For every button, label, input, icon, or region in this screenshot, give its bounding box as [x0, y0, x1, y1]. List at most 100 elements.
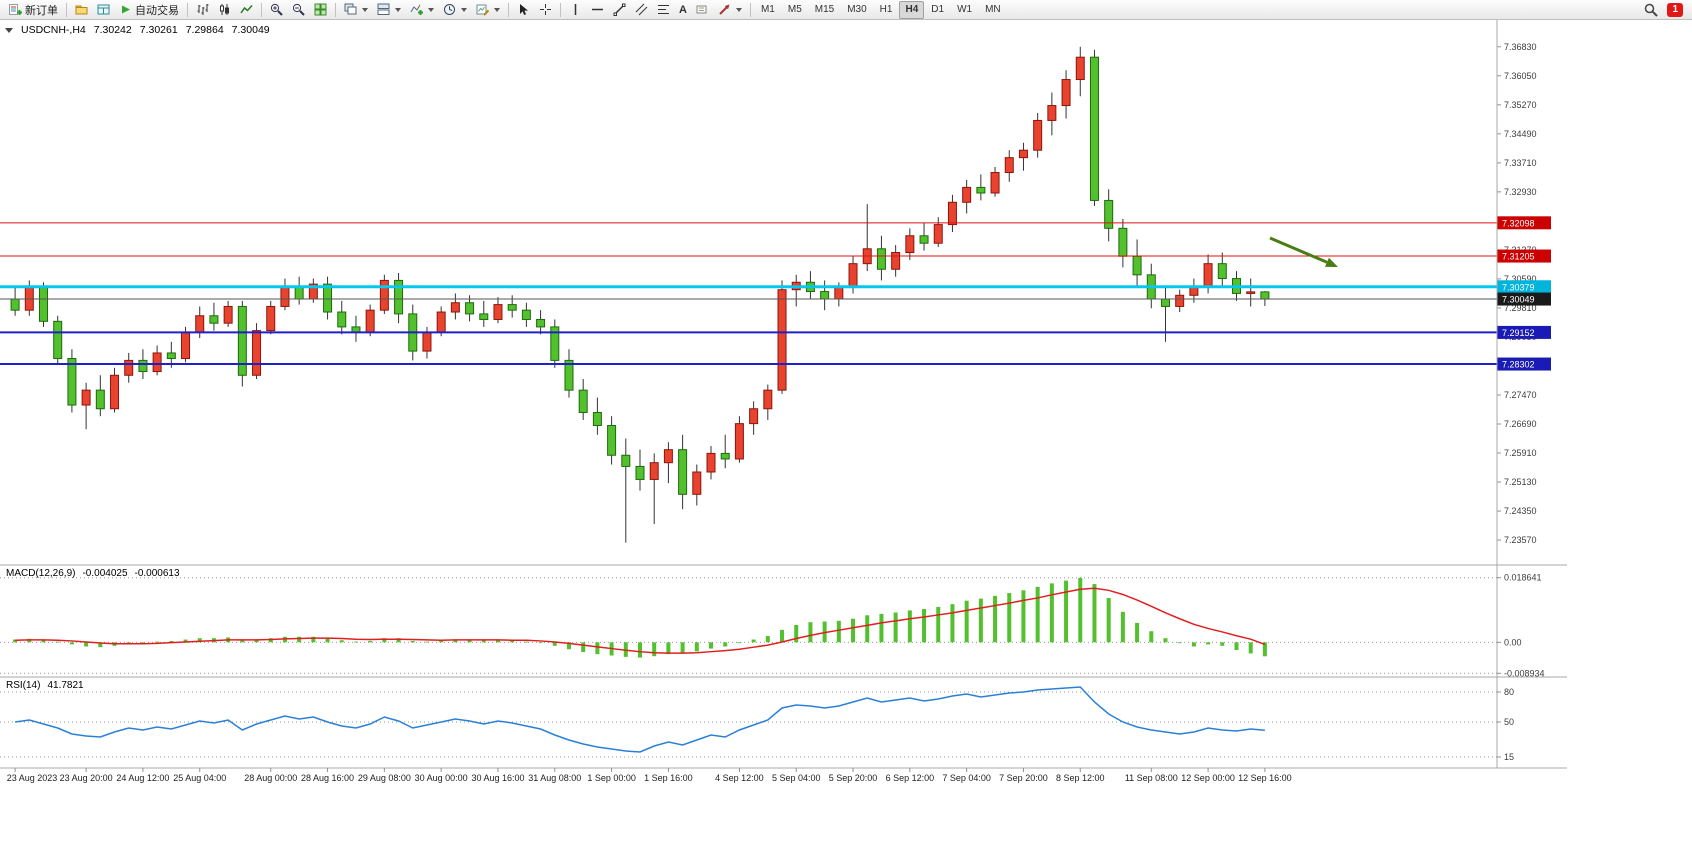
svg-text:5 Sep 20:00: 5 Sep 20:00 [829, 773, 878, 783]
trendline-tool-button[interactable] [609, 0, 630, 20]
zoom-out-icon [292, 3, 305, 16]
rsi-title: RSI(14) [6, 680, 41, 691]
bar-chart-button[interactable] [192, 0, 213, 20]
macd-main-value: -0.004025 [82, 568, 128, 579]
svg-text:-0.008934: -0.008934 [1504, 668, 1545, 678]
timeframe-button-h4[interactable]: H4 [899, 0, 925, 19]
dropdown-caret-icon [735, 7, 742, 12]
svg-text:11 Sep 08:00: 11 Sep 08:00 [1125, 773, 1178, 783]
dropdown-caret-icon [461, 7, 467, 12]
timeframe-button-m5[interactable]: M5 [787, 3, 802, 15]
crosshair-tool-button[interactable] [535, 0, 556, 20]
candlestick-chart-button[interactable] [214, 0, 235, 20]
timeframe-button-m30[interactable]: M30 [847, 3, 867, 15]
autotrade-icon [119, 3, 132, 16]
svg-text:30 Aug 16:00: 30 Aug 16:00 [471, 773, 524, 783]
toolbar-separator [560, 2, 561, 17]
timeframe-button-m15[interactable]: M15 [814, 3, 835, 15]
zoom-in-icon [270, 3, 283, 16]
label-tool-button[interactable] [692, 0, 713, 20]
period-button[interactable] [439, 0, 471, 20]
new-order-button[interactable]: 新订单 [5, 0, 62, 20]
svg-text:7.23570: 7.23570 [1504, 535, 1537, 545]
zoom-out-button[interactable] [288, 0, 309, 20]
macd-title: MACD(12,26,9) [6, 568, 76, 579]
svg-text:4 Sep 12:00: 4 Sep 12:00 [715, 773, 764, 783]
svg-text:7.32930: 7.32930 [1504, 187, 1537, 197]
svg-text:7.25130: 7.25130 [1504, 477, 1537, 487]
svg-text:28 Aug 16:00: 28 Aug 16:00 [301, 773, 354, 783]
chart-symbol-label: USDCNH-,H4 [21, 24, 86, 36]
zoom-in-button[interactable] [266, 0, 287, 20]
crosshair-icon [539, 3, 552, 16]
profiles-button[interactable] [71, 0, 92, 20]
toolbar: 新订单 自动交易 [0, 0, 1692, 20]
svg-text:23 Aug 20:00: 23 Aug 20:00 [60, 773, 113, 783]
svg-text:15: 15 [1504, 752, 1514, 762]
timeframe-button-w1[interactable]: W1 [957, 3, 973, 15]
svg-text:7.29810: 7.29810 [1504, 303, 1537, 313]
line-chart-button[interactable] [236, 0, 257, 20]
svg-text:7.27470: 7.27470 [1504, 390, 1537, 400]
price-chart-svg[interactable]: 7.36830 7.36050 7.35270 7.34490 7.33710 7.329… [0, 20, 1570, 784]
cursor-tool-button[interactable] [513, 0, 534, 20]
timeframe-button-mn[interactable]: MN [985, 3, 1001, 15]
svg-text:7.32098: 7.32098 [1502, 218, 1535, 228]
svg-text:7.36050: 7.36050 [1504, 71, 1537, 81]
svg-text:7.30049: 7.30049 [1502, 295, 1535, 305]
svg-text:7.30379: 7.30379 [1502, 282, 1535, 292]
chart-window[interactable]: 7.36830 7.36050 7.35270 7.34490 7.33710 7.329… [0, 20, 1570, 784]
ohlc-high: 7.30261 [139, 24, 178, 36]
text-tool-button[interactable]: A [675, 0, 691, 20]
notification-badge[interactable]: 1 [1667, 2, 1683, 17]
cascade-windows-icon [344, 3, 357, 16]
ohlc-low: 7.29864 [185, 24, 224, 36]
vertical-line-tool-button[interactable] [565, 0, 586, 20]
svg-text:50: 50 [1504, 717, 1514, 727]
autotrade-button[interactable]: 自动交易 [115, 0, 183, 20]
svg-text:23 Aug 2023: 23 Aug 2023 [7, 773, 58, 783]
search-icon [1644, 3, 1659, 17]
svg-text:5 Sep 04:00: 5 Sep 04:00 [772, 773, 821, 783]
svg-text:12 Sep 00:00: 12 Sep 00:00 [1181, 773, 1235, 783]
svg-text:7.24350: 7.24350 [1504, 506, 1537, 516]
templates-button[interactable] [472, 0, 504, 20]
indicators-icon [410, 3, 423, 16]
tile-windows-button[interactable] [310, 0, 331, 20]
svg-text:7.28302: 7.28302 [1502, 360, 1535, 370]
timeframe-button-m1[interactable]: M1 [760, 3, 775, 15]
timeframe-button-d1[interactable]: D1 [931, 3, 945, 15]
data-window-button[interactable] [93, 0, 114, 20]
svg-text:7 Sep 20:00: 7 Sep 20:00 [999, 773, 1048, 783]
vertical-line-icon [569, 3, 582, 16]
svg-text:7.33710: 7.33710 [1504, 158, 1537, 168]
rsi-panel-label: RSI(14) 41.7821 [6, 680, 84, 691]
channel-tool-button[interactable] [631, 0, 652, 20]
templates-icon [476, 3, 489, 16]
toolbar-separator [508, 2, 509, 17]
toolbar-separator [187, 2, 188, 17]
svg-text:0.018641: 0.018641 [1504, 573, 1542, 583]
arrange-windows-icon [377, 3, 390, 16]
shapes-tool-button[interactable] [714, 0, 746, 20]
timeframe-button-h1[interactable]: H1 [879, 3, 893, 15]
svg-text:6 Sep 12:00: 6 Sep 12:00 [886, 773, 935, 783]
macd-signal-value: -0.000613 [134, 568, 180, 579]
ohlc-close: 7.30049 [231, 24, 270, 36]
fibonacci-tool-button[interactable] [653, 0, 674, 20]
collapse-chart-icon[interactable] [5, 27, 13, 33]
text-icon: A [679, 3, 687, 16]
arrange-windows-button[interactable] [373, 0, 405, 20]
indicators-button[interactable] [406, 0, 438, 20]
svg-text:0.00: 0.00 [1504, 637, 1522, 647]
cascade-windows-button[interactable] [340, 0, 372, 20]
toolbar-separator [66, 2, 67, 17]
search-button[interactable] [1640, 0, 1662, 20]
svg-text:80: 80 [1504, 687, 1514, 697]
svg-text:7.35270: 7.35270 [1504, 100, 1537, 110]
ohlc-open: 7.30242 [93, 24, 132, 36]
horizontal-line-icon [591, 3, 604, 16]
svg-text:7.36830: 7.36830 [1504, 42, 1537, 52]
macd-panel-label: MACD(12,26,9) -0.004025 -0.000613 [6, 568, 180, 579]
horizontal-line-tool-button[interactable] [587, 0, 608, 20]
